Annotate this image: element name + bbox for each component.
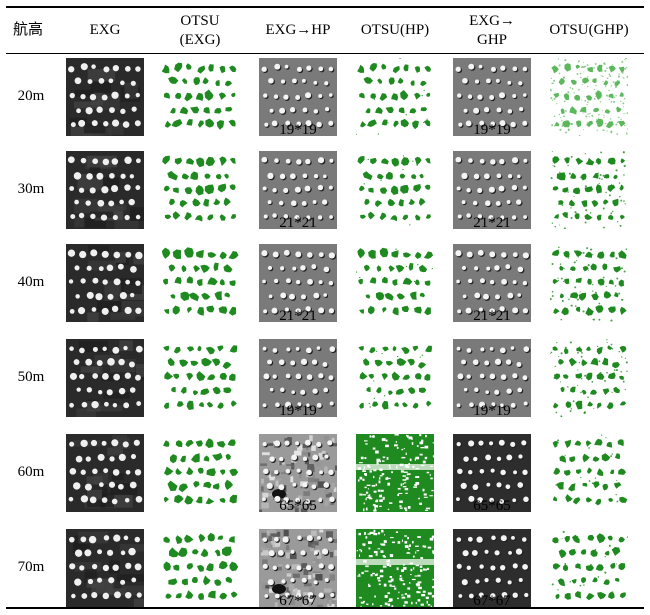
otsu-hp-binary-image	[356, 434, 434, 512]
otsu-exg-binary-image	[161, 339, 239, 417]
ghp-kernel-size-caption: 19*19	[473, 403, 511, 419]
exg-hp-filtered-image	[259, 434, 337, 512]
exg-hp-filtered-image	[259, 58, 337, 136]
table-header-rule	[6, 53, 644, 54]
column-header-text: OTSU	[180, 12, 220, 29]
row-label-flight-height: 20m	[17, 88, 45, 104]
column-header: EXG→HP	[252, 8, 344, 53]
exg-grayscale-image	[66, 434, 144, 512]
exg-ghp-filtered-image	[453, 529, 531, 607]
ghp-kernel-size-caption: 21*21	[473, 215, 511, 231]
column-header-text: (EXG)	[179, 31, 221, 48]
column-header-text: EXG	[89, 22, 121, 38]
exg-ghp-filtered-image	[453, 244, 531, 322]
table-bottom-rule	[6, 607, 644, 609]
exg-ghp-filtered-image	[453, 58, 531, 136]
hp-kernel-size-caption: 67*67	[279, 593, 317, 609]
exg-grayscale-image	[66, 151, 144, 229]
column-header: OTSU(GHP)	[541, 8, 637, 53]
exg-ghp-filtered-image	[453, 339, 531, 417]
otsu-ghp-binary-image	[550, 339, 628, 417]
hp-kernel-size-caption: 19*19	[279, 403, 317, 419]
row-label-flight-height: 50m	[17, 369, 45, 385]
exg-grayscale-image	[66, 529, 144, 607]
exg-hp-filtered-image	[259, 529, 337, 607]
otsu-exg-binary-image	[161, 151, 239, 229]
row-label-flight-height: 40m	[17, 274, 45, 290]
hp-kernel-size-caption: 65*65	[279, 498, 317, 514]
exg-grayscale-image	[66, 339, 144, 417]
otsu-exg-binary-image	[161, 58, 239, 136]
otsu-exg-binary-image	[161, 434, 239, 512]
ghp-kernel-size-caption: 67*67	[473, 593, 511, 609]
column-header: OTSU (EXG)	[160, 8, 240, 53]
otsu-hp-binary-image	[356, 339, 434, 417]
otsu-hp-binary-image	[356, 58, 434, 136]
exg-grayscale-image	[66, 244, 144, 322]
row-label-flight-height: 70m	[17, 559, 45, 575]
otsu-hp-binary-image	[356, 529, 434, 607]
exg-hp-filtered-image	[259, 244, 337, 322]
column-header-text: GHP	[476, 31, 507, 48]
ghp-kernel-size-caption: 19*19	[473, 122, 511, 138]
hp-kernel-size-caption: 21*21	[279, 308, 317, 324]
otsu-ghp-binary-image	[550, 529, 628, 607]
column-header-text: OTSU(GHP)	[549, 22, 629, 38]
hp-kernel-size-caption: 19*19	[279, 122, 317, 138]
column-header-text: 航高	[12, 22, 43, 38]
column-header: 航高	[6, 8, 50, 53]
otsu-hp-binary-image	[356, 151, 434, 229]
exg-hp-filtered-image	[259, 339, 337, 417]
exg-ghp-filtered-image	[453, 434, 531, 512]
ghp-kernel-size-caption: 65*65	[473, 498, 511, 514]
column-header: EXG→ GHP	[452, 8, 532, 53]
ghp-kernel-size-caption: 21*21	[473, 308, 511, 324]
otsu-ghp-binary-image	[550, 151, 628, 229]
column-header-text: EXG→HP	[265, 22, 331, 38]
row-label-flight-height: 30m	[17, 181, 45, 197]
otsu-ghp-binary-image	[550, 244, 628, 322]
table-top-rule	[6, 6, 644, 8]
column-header-text: EXG→	[469, 12, 515, 29]
column-header: EXG	[75, 8, 135, 53]
column-header: OTSU(HP)	[351, 8, 439, 53]
row-label-flight-height: 60m	[17, 464, 45, 480]
otsu-ghp-binary-image	[550, 58, 628, 136]
otsu-ghp-binary-image	[550, 434, 628, 512]
otsu-exg-binary-image	[161, 529, 239, 607]
column-header-text: OTSU(HP)	[360, 22, 430, 38]
exg-hp-filtered-image	[259, 151, 337, 229]
exg-ghp-filtered-image	[453, 151, 531, 229]
otsu-exg-binary-image	[161, 244, 239, 322]
exg-grayscale-image	[66, 58, 144, 136]
hp-kernel-size-caption: 21*21	[279, 215, 317, 231]
otsu-hp-binary-image	[356, 244, 434, 322]
